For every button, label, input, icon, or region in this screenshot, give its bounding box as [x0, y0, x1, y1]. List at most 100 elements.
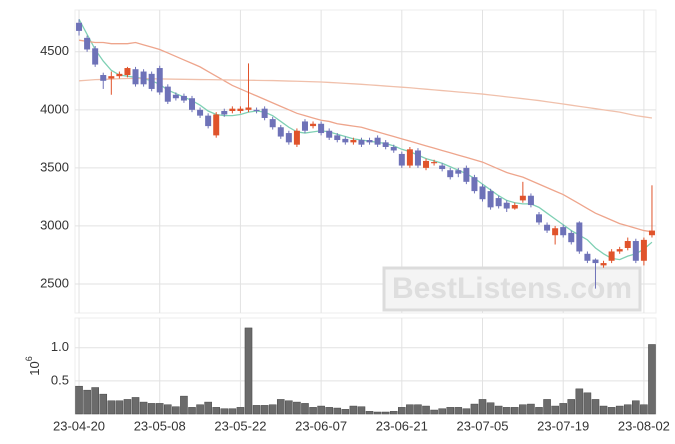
- y-tick-label: 4000: [40, 101, 69, 116]
- candle-body: [310, 123, 317, 127]
- candle-body: [350, 140, 357, 143]
- watermark-box: [382, 266, 642, 312]
- volume-bar: [454, 407, 463, 415]
- candle-body: [100, 75, 107, 81]
- candle-body: [245, 107, 252, 110]
- volume-bar: [470, 403, 479, 415]
- candle-body: [221, 111, 228, 115]
- watermark: BestListens.com: [392, 272, 632, 305]
- candle-body: [648, 230, 655, 236]
- volume-bar: [252, 405, 261, 415]
- volume-bar: [615, 405, 624, 415]
- candle-body: [406, 149, 413, 166]
- candle-body: [414, 150, 421, 166]
- volume-bar: [83, 389, 91, 415]
- volume-bar: [575, 388, 584, 415]
- volume-bar: [519, 404, 527, 415]
- volume-bar: [155, 403, 164, 415]
- volume-bar: [559, 403, 567, 415]
- volume-bar: [640, 404, 648, 415]
- candle-body: [431, 162, 438, 164]
- candle-body: [616, 249, 623, 252]
- candle-body: [423, 160, 430, 168]
- candle-body: [140, 71, 147, 85]
- volume-bar: [381, 411, 390, 415]
- volume-bar: [91, 387, 99, 415]
- candle-body: [527, 195, 534, 206]
- x-tick-label: 23-07-19: [537, 418, 589, 433]
- volume-bar: [543, 399, 551, 415]
- volume-bar: [236, 407, 245, 415]
- candle-body: [374, 137, 381, 145]
- volume-bar: [188, 407, 196, 415]
- volume-bar: [373, 411, 382, 415]
- volume-bar: [212, 407, 221, 415]
- y-tick-label: 1.0: [51, 339, 69, 354]
- moving-average: [78, 18, 653, 261]
- volume-bar: [406, 404, 414, 415]
- volume-bar: [115, 400, 124, 415]
- volume-bar: [107, 400, 116, 415]
- moving-average: [78, 77, 653, 119]
- candle-body: [511, 205, 518, 209]
- candle-body: [471, 177, 478, 192]
- volume-bar: [204, 401, 212, 415]
- volume-bar: [99, 393, 108, 415]
- volume-bar: [502, 407, 511, 415]
- candle-body: [116, 73, 123, 77]
- candle-body: [301, 121, 308, 131]
- candle-body: [293, 130, 300, 145]
- candle-body: [164, 86, 171, 102]
- candle-body: [495, 198, 502, 207]
- scale-base: 10: [27, 361, 42, 375]
- volume-bar: [285, 400, 293, 415]
- y-tick-label: 3000: [40, 217, 69, 232]
- volume-bar: [398, 407, 406, 415]
- candle-body: [608, 251, 615, 261]
- watermark-layer: BestListens.com: [382, 266, 642, 312]
- candle-body: [180, 95, 187, 101]
- candle-body: [600, 263, 607, 266]
- volume-bar: [389, 411, 398, 415]
- volume-bar: [317, 405, 325, 415]
- candle-body: [463, 167, 470, 182]
- volume-bar: [196, 404, 204, 415]
- grid: [75, 10, 656, 414]
- candle-body: [592, 259, 599, 264]
- candle-body: [92, 48, 99, 65]
- volume-bar: [438, 408, 446, 415]
- volume-bar: [632, 400, 640, 415]
- volume-bar: [244, 327, 253, 415]
- candle-body: [390, 146, 397, 151]
- candle-body: [640, 239, 647, 261]
- volume-bar: [180, 395, 188, 415]
- volume-bar: [462, 408, 471, 415]
- volume-bar: [414, 404, 422, 415]
- candle-body: [535, 214, 542, 223]
- candle-body: [479, 186, 486, 200]
- volume-bar: [607, 407, 616, 415]
- candle-body: [261, 108, 268, 118]
- volume-bar: [430, 409, 438, 415]
- candle-body: [269, 119, 276, 128]
- x-tick-label: 23-06-21: [376, 418, 428, 433]
- volume-bar: [567, 399, 576, 415]
- volume-bar: [365, 411, 374, 415]
- volume-bar: [591, 399, 600, 415]
- volume-bar: [276, 399, 285, 415]
- scale-label: 106: [24, 356, 42, 375]
- volume-bar: [131, 397, 140, 415]
- volume-bar: [478, 399, 487, 415]
- candle-body: [108, 76, 115, 79]
- volume-bar: [446, 407, 455, 415]
- volume-panel: [74, 317, 657, 415]
- volume-bar: [139, 401, 148, 415]
- candle-body: [76, 22, 83, 31]
- candle-body: [632, 241, 639, 261]
- x-tick-label: 23-08-02: [618, 418, 670, 433]
- candle-body: [552, 228, 559, 236]
- candle-body: [487, 191, 494, 208]
- price-panel: [74, 9, 657, 314]
- candle-body: [560, 227, 567, 236]
